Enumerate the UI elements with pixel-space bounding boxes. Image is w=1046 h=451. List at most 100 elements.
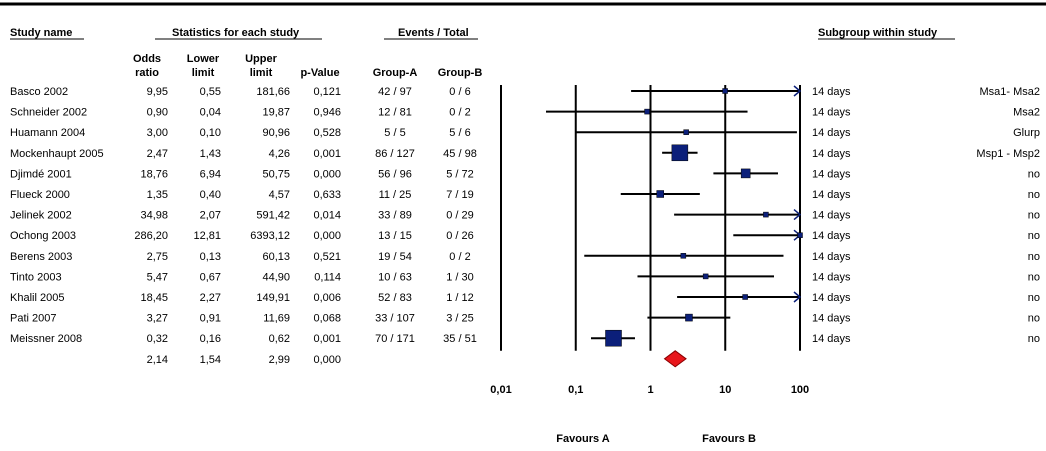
group-b-events: 3 / 25 (446, 313, 474, 325)
upper-limit-value: 90,96 (262, 127, 290, 139)
study-name: Schneider 2002 (10, 107, 87, 119)
x-axis-tick-labels: 0,01 0,1 1 10 100 (490, 384, 809, 396)
study-row: Ochong 2003 286,20 12,81 6393,12 0,000 13 / 1… (10, 230, 1040, 242)
group-a-events: 5 / 5 (384, 127, 405, 139)
lower-limit-value: 0,55 (200, 86, 221, 98)
study-row: Tinto 2003 5,47 0,67 44,90 0,114 10 / 63 1 / 3… (10, 271, 1040, 283)
p-value: 0,001 (313, 148, 341, 160)
group-b-events: 0 / 29 (446, 210, 474, 222)
subgroup-value: 14 days (812, 333, 851, 345)
study-name: Djimdé 2001 (10, 168, 72, 180)
odds-ratio-value: 0,90 (147, 107, 168, 119)
study-row: Pati 2007 3,27 0,91 11,69 0,068 33 / 107 3 / 2… (10, 313, 1040, 325)
subgroup-value: 14 days (812, 189, 851, 201)
group-b-events: 7 / 19 (446, 189, 474, 201)
col-group-a: Group-A (373, 67, 418, 79)
group-b-events: 45 / 98 (443, 148, 477, 160)
group-b-events: 0 / 2 (449, 107, 470, 119)
subgroup-detail: no (1028, 230, 1040, 242)
forest-graphic (500, 85, 803, 368)
point-estimate-marker (685, 313, 693, 322)
lower-limit-value: 0,91 (200, 313, 221, 325)
ci-truncation-arrow (793, 209, 802, 221)
group-a-events: 52 / 83 (378, 292, 412, 304)
group-a-events: 86 / 127 (375, 148, 415, 160)
group-a-events: 33 / 89 (378, 210, 412, 222)
group-b-events: 5 / 72 (446, 168, 474, 180)
point-estimate-marker (680, 253, 687, 259)
study-name: Mockenhaupt 2005 (10, 148, 104, 160)
point-estimate-marker (656, 190, 664, 198)
study-rows: Basco 2002 9,95 0,55 181,66 0,121 42 / 97 0 / … (10, 86, 1040, 366)
upper-limit-value: 6393,12 (250, 230, 290, 242)
subgroup-value: 14 days (812, 148, 851, 160)
point-estimate-marker (671, 144, 689, 162)
point-estimate-marker (742, 294, 748, 300)
group-a-events: 11 / 25 (379, 189, 412, 201)
col-odds-ratio-line2: ratio (135, 67, 159, 79)
study-row: Jelinek 2002 34,98 2,07 591,42 0,014 33 / 89 0… (10, 210, 1040, 222)
study-row: Huamann 2004 3,00 0,10 90,96 0,528 5 / 5 5 / 6… (10, 127, 1040, 139)
x-tick-label: 10 (719, 384, 731, 396)
col-lower-limit-line1: Lower (187, 53, 220, 65)
study-row: Khalil 2005 18,45 2,27 149,91 0,006 52 / 83 1 … (10, 292, 1040, 304)
x-tick-label: 0,1 (568, 384, 583, 396)
subgroup-value: 14 days (812, 86, 851, 98)
favours-a-label: Favours A (556, 433, 609, 445)
subgroup-value: 14 days (812, 292, 851, 304)
p-value: 0,521 (313, 251, 341, 263)
subgroup-value: 14 days (812, 313, 851, 325)
lower-limit-value: 0,10 (200, 127, 221, 139)
odds-ratio-value: 2,47 (147, 148, 168, 160)
study-name: Jelinek 2002 (10, 210, 72, 222)
col-odds-ratio-line1: Odds (133, 53, 161, 65)
p-value: 0,121 (313, 86, 341, 98)
subgroup-detail: Msa1- Msa2 (979, 86, 1040, 98)
header-study-name: Study name (10, 27, 72, 39)
study-row: Berens 2003 2,75 0,13 60,13 0,521 19 / 54 0 / … (10, 251, 1040, 263)
subgroup-value: 14 days (812, 210, 851, 222)
odds-ratio-value: 18,76 (140, 168, 168, 180)
odds-ratio-value: 286,20 (134, 230, 168, 242)
p-value: 0,528 (313, 127, 341, 139)
point-estimate-marker (797, 232, 803, 238)
study-name: Pati 2007 (10, 313, 56, 325)
subgroup-value: 14 days (812, 251, 851, 263)
x-tick-label: 100 (791, 384, 809, 396)
summary-diamond (663, 350, 687, 368)
upper-limit-value: 50,75 (262, 168, 290, 180)
point-estimate-marker (763, 211, 769, 218)
lower-limit-value: 0,16 (200, 333, 221, 345)
p-value: 0,001 (313, 333, 341, 345)
lower-limit-value: 0,13 (200, 251, 221, 263)
subgroup-detail: no (1028, 313, 1040, 325)
odds-ratio-value: 34,98 (140, 210, 168, 222)
upper-limit-value: 591,42 (256, 210, 290, 222)
subgroup-value: 14 days (812, 271, 851, 283)
p-value: 0,946 (313, 107, 341, 119)
study-name: Khalil 2005 (10, 292, 64, 304)
subgroup-detail: no (1028, 292, 1040, 304)
subgroup-value: 14 days (812, 168, 851, 180)
study-row: Mockenhaupt 2005 2,47 1,43 4,26 0,001 86 / 12… (10, 148, 1040, 160)
col-group-b: Group-B (438, 67, 483, 79)
upper-limit-value: 4,57 (269, 189, 290, 201)
col-upper-limit-line2: limit (250, 67, 273, 79)
subgroup-detail: no (1028, 189, 1040, 201)
subgroup-value: 14 days (812, 127, 851, 139)
group-a-events: 12 / 81 (378, 107, 412, 119)
summary-p-value: 0,000 (313, 354, 341, 366)
study-row: Basco 2002 9,95 0,55 181,66 0,121 42 / 97 0 / … (10, 86, 1040, 98)
study-name: Meissner 2008 (10, 333, 82, 345)
col-p-value: p-Value (300, 67, 339, 79)
study-row: Djimdé 2001 18,76 6,94 50,75 0,000 56 / 96 5 /… (10, 168, 1040, 180)
ci-truncation-arrow (793, 291, 802, 303)
column-headers: Odds ratio Lower limit Upper limit p-Val… (133, 53, 482, 79)
odds-ratio-value: 5,47 (147, 271, 168, 283)
lower-limit-value: 2,07 (200, 210, 221, 222)
col-upper-limit-line1: Upper (245, 53, 278, 65)
study-name: Basco 2002 (10, 86, 68, 98)
point-estimate-marker (702, 273, 709, 280)
subgroup-detail: no (1028, 251, 1040, 263)
